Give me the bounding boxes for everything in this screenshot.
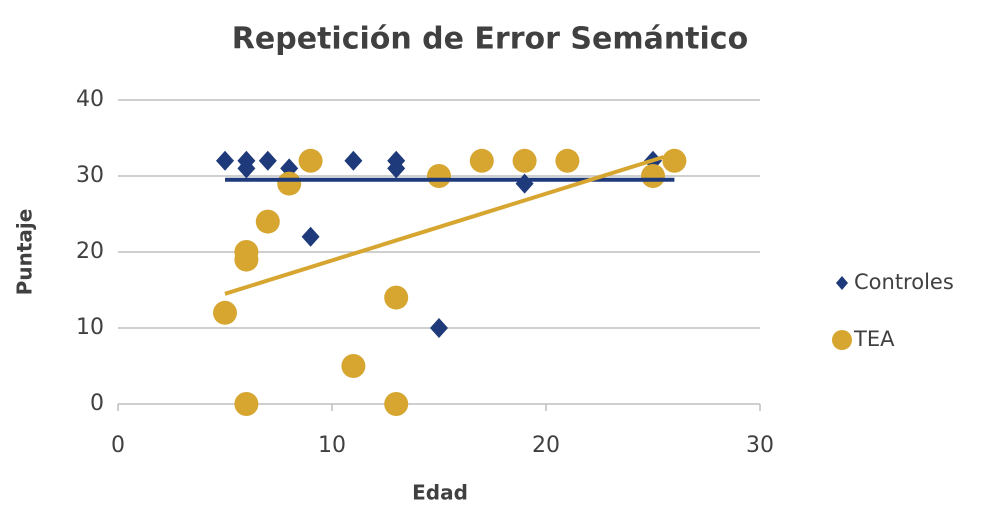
point [344, 150, 363, 171]
point [255, 209, 280, 234]
y-tick-label: 40 [76, 87, 104, 112]
x-axis-label: Edad [412, 481, 468, 505]
point [234, 240, 259, 264]
point [641, 164, 665, 188]
x-tick-label: 30 [746, 433, 774, 458]
x-tick-label: 10 [318, 433, 346, 458]
point [341, 354, 366, 378]
point [301, 226, 320, 247]
point [258, 150, 277, 171]
legend-label: TEA [853, 327, 895, 351]
point [298, 148, 323, 173]
y-tick-label: 30 [76, 163, 104, 188]
point [384, 285, 409, 310]
point [237, 158, 256, 179]
point [387, 158, 406, 179]
legend-label: Controles [854, 270, 954, 294]
point [469, 148, 494, 173]
legend-marker [832, 330, 852, 350]
point [427, 164, 451, 188]
point [512, 148, 537, 173]
y-tick-label: 10 [76, 315, 104, 340]
point [662, 148, 687, 173]
point [555, 148, 580, 173]
x-tick-label: 20 [532, 433, 560, 458]
point [277, 171, 302, 196]
y-tick-label: 20 [76, 239, 104, 264]
point [384, 392, 409, 416]
trendline [224, 155, 665, 296]
legend-marker [836, 276, 848, 290]
x-tick-label: 0 [111, 433, 125, 458]
point [213, 300, 237, 325]
y-axis-label: Puntaje [13, 209, 37, 296]
point [430, 318, 448, 338]
chart-title: Repetición de Error Semántico [232, 22, 748, 57]
y-tick-label: 0 [90, 391, 104, 416]
point [234, 392, 259, 416]
point [216, 150, 234, 171]
